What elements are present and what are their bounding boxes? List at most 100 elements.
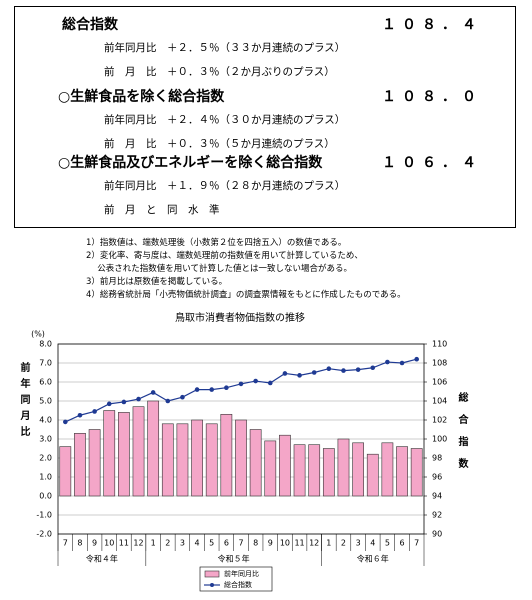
summary-label: ○生鮮食品を除く総合指数	[58, 89, 225, 105]
y-tick-label: 5.0	[39, 397, 52, 406]
summary-detail: 前 月 と 同 水 準	[104, 204, 220, 216]
y2-tick-label: 108	[432, 359, 447, 368]
line-marker	[77, 412, 83, 418]
x-tick-label: 7	[238, 539, 243, 548]
x-tick-label: 8	[253, 539, 258, 548]
line-marker	[297, 373, 302, 378]
summary-detail: 前 月 比 ＋０．３％（５か月連続のプラス）	[104, 138, 335, 150]
line-marker	[92, 409, 97, 414]
bar	[366, 453, 379, 497]
bar	[381, 442, 394, 497]
bar	[352, 442, 364, 497]
x-tick-label: 5	[385, 539, 390, 548]
x-tick-label: 10	[280, 539, 290, 548]
line-marker	[355, 367, 361, 372]
y-tick-label: -1.0	[36, 511, 52, 520]
line-marker	[326, 366, 332, 372]
line-marker	[150, 390, 156, 395]
x-tick-label: 11	[294, 539, 304, 548]
summary-label: 総合指数	[62, 17, 118, 33]
line-marker	[414, 356, 419, 362]
y2-tick-label: 110	[432, 340, 447, 349]
bar	[118, 412, 130, 497]
legend-label: 前年同月比	[224, 569, 259, 578]
x-tick-label: 2	[341, 539, 346, 548]
x-tick-label: 3	[356, 539, 361, 548]
line-marker	[194, 387, 200, 392]
y-tick-label: 8.0	[39, 340, 52, 349]
line-marker	[238, 381, 244, 387]
bar	[191, 419, 203, 497]
summary-value: １０８．０	[382, 89, 482, 105]
legend-swatch	[204, 570, 220, 578]
x-tick-label: 8	[77, 539, 82, 548]
note: 2）変化率、寄与度は、端数処理前の指数値を用いて計算しているため、	[86, 251, 363, 261]
bar	[322, 448, 335, 497]
bar	[161, 423, 174, 497]
line-marker	[224, 385, 229, 391]
bar	[132, 406, 145, 497]
y-axis-title: 前年同月比	[18, 361, 31, 442]
bar	[264, 440, 277, 497]
bar	[249, 429, 262, 497]
line-marker	[253, 378, 258, 384]
x-tick-label: 9	[268, 539, 273, 548]
line-marker	[311, 370, 317, 375]
x-tick-label: 10	[104, 539, 114, 548]
bar	[235, 419, 247, 497]
y-tick-label: 2.0	[39, 454, 52, 463]
note: 3）前月比は原数値を掲載している。	[86, 277, 228, 287]
y-tick-label: 0.0	[39, 492, 52, 501]
summary-detail: 前 月 比 ＋０．３％（２か月ぶりのプラス）	[104, 66, 335, 78]
legend-label: 総合指数	[224, 580, 252, 589]
summary-detail: 前年同月比 ＋２．５％（３３か月連続のプラス）	[104, 42, 346, 54]
line-marker	[399, 360, 405, 366]
x-tick-label: 1	[151, 539, 156, 548]
group-label: 令和５年	[218, 554, 250, 564]
x-tick-label: 12	[309, 539, 319, 548]
y2-tick-label: 96	[432, 473, 442, 482]
y2-tick-label: 94	[432, 492, 442, 501]
plot-frame	[57, 343, 425, 535]
line-marker	[136, 396, 141, 402]
line-marker	[370, 365, 376, 371]
summary-value: １０８．４	[382, 17, 482, 33]
y-tick-label: 6.0	[39, 378, 52, 387]
line-marker	[267, 380, 273, 386]
x-tick-label: 7	[63, 539, 68, 548]
summary-box	[14, 6, 516, 228]
y2-tick-label: 92	[432, 511, 442, 520]
chart-title: 鳥取市消費者物価指数の推移	[175, 311, 305, 324]
bar	[337, 438, 350, 497]
line-marker	[282, 371, 288, 376]
bar	[293, 444, 306, 497]
y2-tick-label: 102	[432, 416, 447, 425]
y-tick-label: -2.0	[36, 530, 52, 539]
y-tick-label: 3.0	[39, 435, 52, 444]
line-marker	[180, 394, 185, 400]
bar	[59, 446, 72, 497]
legend-marker	[210, 583, 214, 587]
line-marker	[106, 401, 112, 407]
y2-axis-title: 総合指数	[456, 391, 469, 480]
note: 4）総務省統計局「小売物価統計調査」の調査票情報をもとに作成したものである。	[86, 290, 406, 300]
bar	[74, 432, 86, 497]
bar	[205, 423, 218, 497]
y2-tick-label: 90	[432, 530, 442, 539]
x-tick-label: 11	[119, 539, 129, 548]
note: 公表された指数値を用いて計算した値とは一致しない場合がある。	[86, 264, 352, 274]
y2-tick-label: 100	[432, 435, 447, 444]
y2-tick-label: 104	[432, 397, 447, 406]
x-tick-label: 7	[414, 539, 419, 548]
summary-detail: 前年同月比 ＋２．４％（３０か月連続のプラス）	[104, 114, 346, 126]
group-label: 令和６年	[357, 554, 389, 564]
y-tick-label: 1.0	[39, 473, 52, 482]
bar	[308, 444, 321, 497]
y-tick-label: 7.0	[39, 359, 52, 368]
x-tick-label: 2	[165, 539, 170, 548]
y2-tick-label: 106	[432, 378, 447, 387]
line-marker	[121, 399, 127, 405]
line-marker	[63, 419, 68, 425]
